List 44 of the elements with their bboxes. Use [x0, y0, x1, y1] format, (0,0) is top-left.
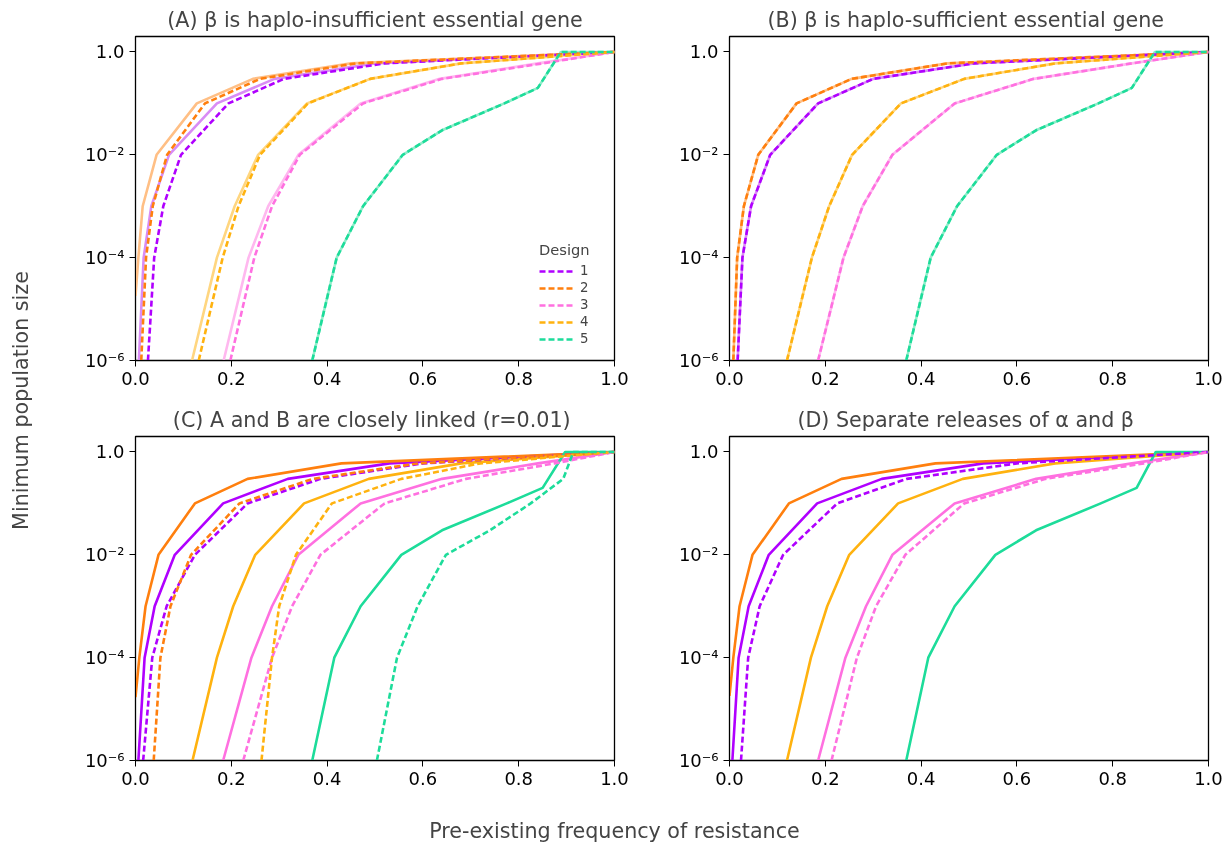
x-tick-label: 1.0 [600, 767, 629, 789]
legend-label: 2 [580, 280, 590, 295]
x-tick-label: 1.0 [1194, 767, 1223, 789]
chart-title: (A) β is haplo-insufficient essential gene [167, 7, 583, 32]
y-tick-label: 10⁻⁴ [84, 247, 125, 269]
y-tick-label: 1.0 [689, 441, 719, 463]
x-tick-label: 0.6 [1002, 767, 1032, 789]
x-tick-label: 0.4 [906, 767, 936, 789]
legend-label: 3 [580, 297, 590, 312]
x-tick-label: 0.6 [408, 367, 438, 389]
x-tick-label: 0.8 [504, 767, 534, 789]
chart-title: (B) β is haplo-sufficient essential gene [767, 7, 1165, 32]
y-tick-label: 10⁻⁴ [678, 647, 719, 669]
x-tick-label: 0.2 [810, 767, 840, 789]
x-tick-label: 0.2 [810, 367, 840, 389]
x-tick-label: 0.8 [504, 367, 534, 389]
y-tick-label: 10⁻⁴ [84, 647, 125, 669]
x-tick-label: 0.2 [216, 767, 246, 789]
chart-title: (C) A and B are closely linked (r=0.01) [172, 407, 571, 432]
x-tick-label: 0.4 [312, 767, 342, 789]
x-tick-label: 0.8 [1098, 767, 1128, 789]
y-tick-label: 1.0 [95, 41, 125, 63]
y-tick-label: 10⁻² [678, 544, 719, 566]
legend-label: 1 [580, 263, 590, 278]
y-axis-title: Minimum population size [8, 271, 33, 530]
x-tick-label: 0.4 [312, 367, 342, 389]
x-tick-label: 0.4 [906, 367, 936, 389]
legend-label: 4 [580, 314, 590, 329]
legend-label: 5 [580, 331, 590, 346]
x-tick-label: 0.2 [216, 367, 246, 389]
y-tick-label: 10⁻⁴ [678, 247, 719, 269]
y-tick-label: 1.0 [95, 441, 125, 463]
x-tick-label: 0.6 [408, 767, 438, 789]
y-tick-label: 1.0 [689, 41, 719, 63]
x-tick-label: 0.6 [1002, 367, 1032, 389]
y-tick-label: 10⁻² [678, 144, 719, 166]
legend-title: Design [539, 241, 591, 258]
x-tick-label: 1.0 [600, 367, 629, 389]
y-tick-label: 10⁻² [84, 544, 125, 566]
x-axis-title: Pre-existing frequency of resistance [429, 818, 800, 843]
y-tick-label: 10⁻² [84, 144, 125, 166]
x-tick-label: 0.8 [1098, 367, 1128, 389]
x-tick-label: 1.0 [1194, 367, 1223, 389]
chart-title: (D) Separate releases of α and β [797, 407, 1135, 432]
